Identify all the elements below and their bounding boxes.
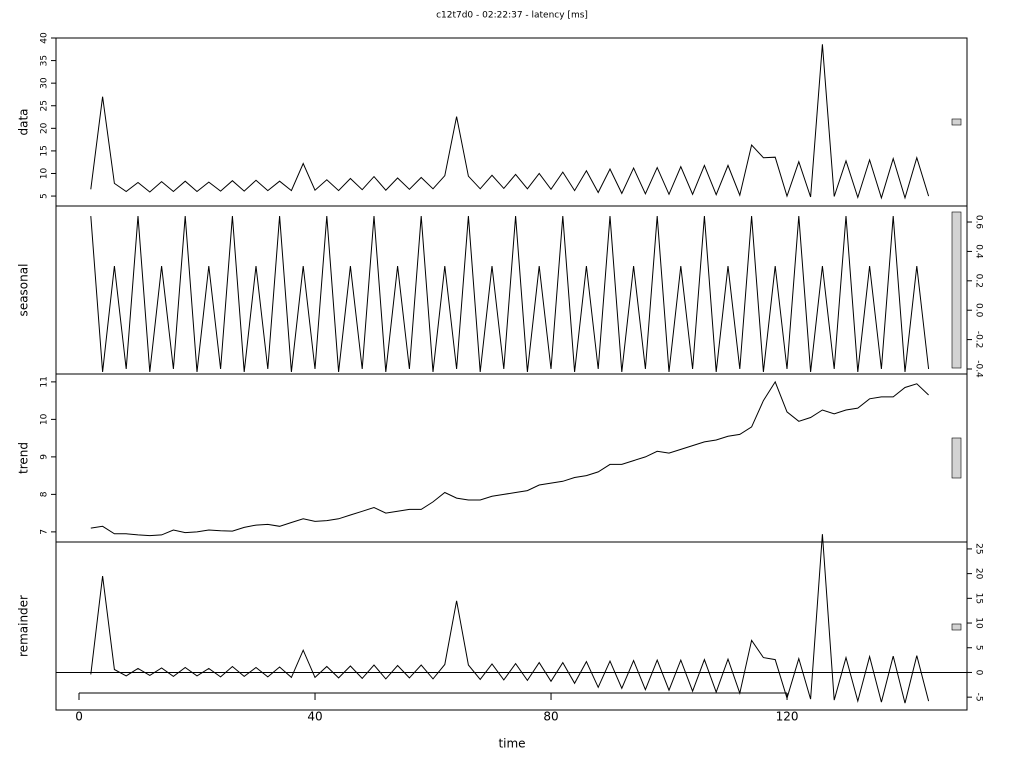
series-line	[90, 216, 930, 372]
range-bar	[951, 623, 962, 631]
y-tick-label: 0	[974, 670, 984, 676]
y-tick-label: 9	[40, 454, 50, 460]
y-tick-label: 0.2	[974, 274, 984, 288]
y-tick-label: -0.4	[974, 360, 984, 378]
y-tick-label: 15	[40, 145, 50, 156]
range-bar	[951, 118, 962, 126]
y-axis-label: remainder	[17, 595, 31, 657]
series-line	[90, 44, 930, 200]
y-tick-label: 25	[974, 543, 984, 554]
y-axis-label: trend	[17, 442, 31, 474]
y-tick-label: 20	[974, 568, 984, 580]
y-tick-label: 7	[40, 529, 50, 535]
x-axis-label: time	[498, 737, 525, 751]
x-tick-label: 40	[307, 710, 322, 724]
y-tick-label: 20	[40, 122, 50, 134]
y-axis-label: seasonal	[17, 264, 31, 317]
y-tick-label: 40	[40, 32, 50, 44]
y-tick-label: -5	[974, 693, 984, 702]
y-tick-label: 35	[40, 55, 50, 66]
y-tick-label: 5	[40, 193, 50, 199]
x-tick-label: 80	[543, 710, 558, 724]
series-line	[90, 534, 930, 704]
y-tick-label: -0.2	[974, 331, 984, 349]
y-tick-label: 10	[974, 617, 984, 629]
y-tick-label: 15	[974, 593, 984, 604]
y-tick-label: 25	[40, 100, 50, 111]
y-tick-label: 0.4	[974, 244, 984, 259]
x-tick-label: 0	[75, 710, 83, 724]
range-bar	[951, 437, 962, 479]
y-tick-label: 11	[40, 376, 50, 387]
y-axis-label: data	[17, 108, 31, 135]
panel-frame	[55, 37, 968, 207]
panel-frame	[55, 205, 968, 375]
y-tick-label: 8	[40, 491, 50, 497]
y-tick-label: 30	[40, 77, 50, 89]
y-tick-label: 10	[40, 413, 50, 425]
range-bar	[951, 211, 962, 369]
panel-frame	[55, 541, 968, 711]
y-tick-label: 0.0	[974, 303, 984, 318]
panel-frame	[55, 373, 968, 543]
chart-title: c12t7d0 - 02:22:37 - latency [ms]	[436, 11, 588, 21]
x-tick-label: 120	[776, 710, 799, 724]
series-line	[90, 380, 929, 537]
y-tick-label: 10	[40, 167, 50, 179]
y-tick-label: 5	[974, 645, 984, 651]
y-tick-label: 0.6	[974, 215, 984, 230]
